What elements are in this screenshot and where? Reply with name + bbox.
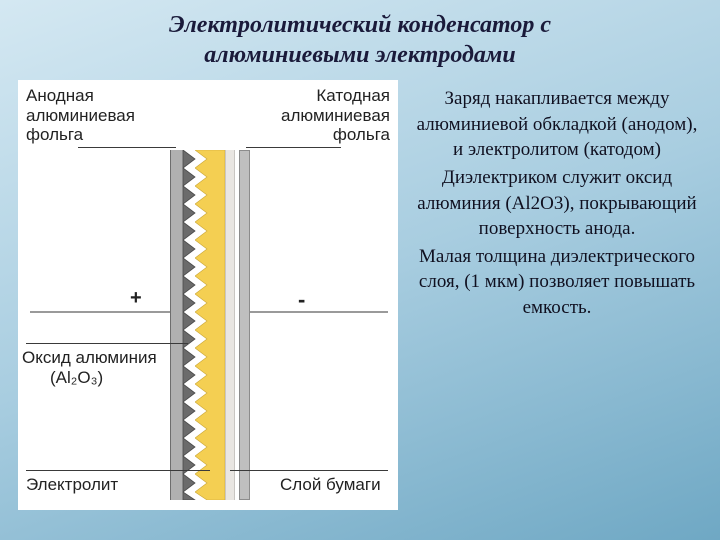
electrolyte-layer bbox=[195, 150, 225, 500]
leader-cathode-foil bbox=[246, 147, 341, 148]
content-row: + - Анодная алюминиевая фольга Катодная … bbox=[0, 70, 720, 510]
plus-sign: + bbox=[130, 287, 142, 310]
page-title: Электролитический конденсатор с алюминие… bbox=[0, 0, 720, 70]
terminal-left bbox=[30, 311, 170, 313]
capacitor-diagram: + - Анодная алюминиевая фольга Катодная … bbox=[18, 80, 398, 510]
cathode-foil-layer bbox=[239, 150, 250, 500]
terminal-right bbox=[250, 311, 388, 313]
title-line-1: Электролитический конденсатор с bbox=[0, 10, 720, 40]
desc-p2: Диэлектриком служит оксид алюминия (Al2O… bbox=[412, 165, 702, 242]
label-electrolyte: Электролит bbox=[26, 475, 118, 495]
description-text: Заряд накапливается между алюминиевой об… bbox=[412, 80, 702, 510]
paper-layer bbox=[225, 150, 235, 500]
label-paper: Слой бумаги bbox=[280, 475, 381, 495]
label-oxide: Оксид алюминия (Al₂O₃) bbox=[22, 348, 157, 387]
leader-anode-foil bbox=[78, 147, 176, 148]
label-cathode-foil: Катодная алюминиевая фольга bbox=[281, 86, 390, 145]
minus-sign: - bbox=[298, 287, 305, 312]
leader-electrolyte bbox=[26, 470, 210, 471]
leader-oxide bbox=[26, 343, 188, 344]
title-line-2: алюминиевыми электродами bbox=[0, 40, 720, 70]
desc-p3: Малая толщина диэлектрического слоя, (1 … bbox=[412, 244, 702, 321]
desc-p1: Заряд накапливается между алюминиевой об… bbox=[412, 86, 702, 163]
label-anode-foil: Анодная алюминиевая фольга bbox=[26, 86, 135, 145]
leader-paper bbox=[230, 470, 388, 471]
